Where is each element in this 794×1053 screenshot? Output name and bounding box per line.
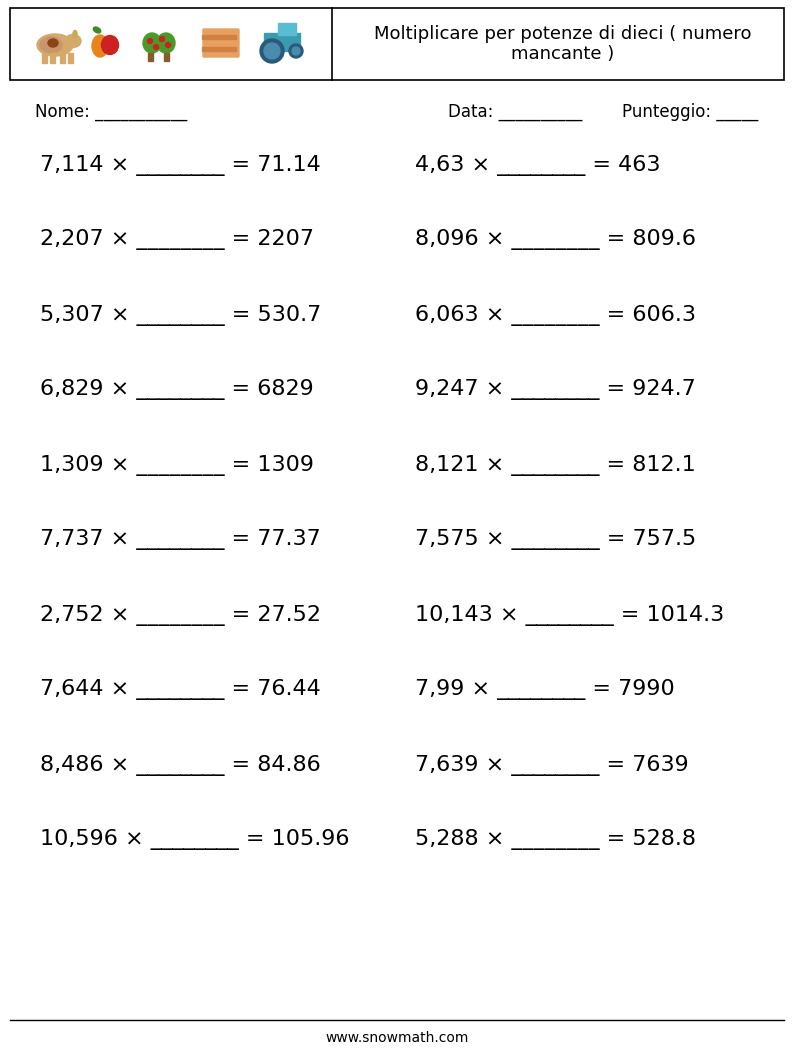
Circle shape — [153, 44, 159, 49]
FancyBboxPatch shape — [202, 35, 236, 39]
Ellipse shape — [143, 33, 161, 53]
Text: 4,63 × ________ = 463: 4,63 × ________ = 463 — [415, 155, 661, 176]
Ellipse shape — [48, 39, 58, 47]
FancyBboxPatch shape — [148, 53, 153, 61]
Text: 7,114 × ________ = 71.14: 7,114 × ________ = 71.14 — [40, 155, 321, 176]
Text: 10,143 × ________ = 1014.3: 10,143 × ________ = 1014.3 — [415, 604, 724, 625]
Text: 7,575 × ________ = 757.5: 7,575 × ________ = 757.5 — [415, 530, 696, 551]
Circle shape — [260, 39, 284, 63]
FancyBboxPatch shape — [221, 29, 230, 57]
Ellipse shape — [65, 35, 81, 47]
Text: 6,063 × ________ = 606.3: 6,063 × ________ = 606.3 — [415, 304, 696, 325]
Text: 9,247 × ________ = 924.7: 9,247 × ________ = 924.7 — [415, 379, 696, 400]
Text: 7,644 × ________ = 76.44: 7,644 × ________ = 76.44 — [40, 679, 321, 700]
FancyBboxPatch shape — [230, 29, 239, 57]
FancyBboxPatch shape — [10, 8, 784, 80]
Circle shape — [165, 42, 171, 47]
FancyBboxPatch shape — [212, 29, 221, 57]
Text: 7,737 × ________ = 77.37: 7,737 × ________ = 77.37 — [40, 530, 321, 551]
FancyBboxPatch shape — [164, 53, 169, 61]
Text: 2,752 × ________ = 27.52: 2,752 × ________ = 27.52 — [40, 604, 321, 625]
Text: Data: __________: Data: __________ — [448, 103, 582, 121]
Text: Punteggio: _____: Punteggio: _____ — [622, 103, 758, 121]
Text: Nome: ___________: Nome: ___________ — [35, 103, 187, 121]
FancyBboxPatch shape — [264, 33, 300, 51]
FancyBboxPatch shape — [50, 53, 55, 63]
Text: 8,121 × ________ = 812.1: 8,121 × ________ = 812.1 — [415, 455, 696, 476]
Ellipse shape — [73, 31, 77, 38]
Text: 7,99 × ________ = 7990: 7,99 × ________ = 7990 — [415, 679, 675, 700]
Text: 1,309 × ________ = 1309: 1,309 × ________ = 1309 — [40, 455, 314, 476]
Circle shape — [148, 39, 152, 43]
Text: 10,596 × ________ = 105.96: 10,596 × ________ = 105.96 — [40, 830, 349, 851]
FancyBboxPatch shape — [202, 47, 236, 51]
Circle shape — [289, 44, 303, 58]
Circle shape — [264, 43, 280, 59]
Text: 6,829 × ________ = 6829: 6,829 × ________ = 6829 — [40, 379, 314, 400]
Text: 2,207 × ________ = 2207: 2,207 × ________ = 2207 — [40, 230, 314, 251]
Text: 8,486 × ________ = 84.86: 8,486 × ________ = 84.86 — [40, 755, 321, 775]
Text: www.snowmath.com: www.snowmath.com — [326, 1031, 468, 1045]
Ellipse shape — [37, 34, 73, 56]
Text: 8,096 × ________ = 809.6: 8,096 × ________ = 809.6 — [415, 230, 696, 251]
Ellipse shape — [92, 35, 108, 57]
Ellipse shape — [40, 37, 62, 53]
FancyBboxPatch shape — [68, 53, 73, 63]
Text: 7,639 × ________ = 7639: 7,639 × ________ = 7639 — [415, 755, 688, 775]
Ellipse shape — [102, 36, 118, 55]
Text: 5,307 × ________ = 530.7: 5,307 × ________ = 530.7 — [40, 304, 322, 325]
Circle shape — [160, 37, 164, 41]
FancyBboxPatch shape — [203, 29, 212, 57]
Text: 5,288 × ________ = 528.8: 5,288 × ________ = 528.8 — [415, 830, 696, 851]
Circle shape — [292, 47, 300, 55]
Ellipse shape — [94, 27, 101, 33]
FancyBboxPatch shape — [278, 23, 296, 35]
Ellipse shape — [157, 33, 175, 53]
FancyBboxPatch shape — [42, 53, 47, 63]
Text: Moltiplicare per potenze di dieci ( numero
mancante ): Moltiplicare per potenze di dieci ( nume… — [374, 24, 752, 63]
FancyBboxPatch shape — [60, 53, 65, 63]
